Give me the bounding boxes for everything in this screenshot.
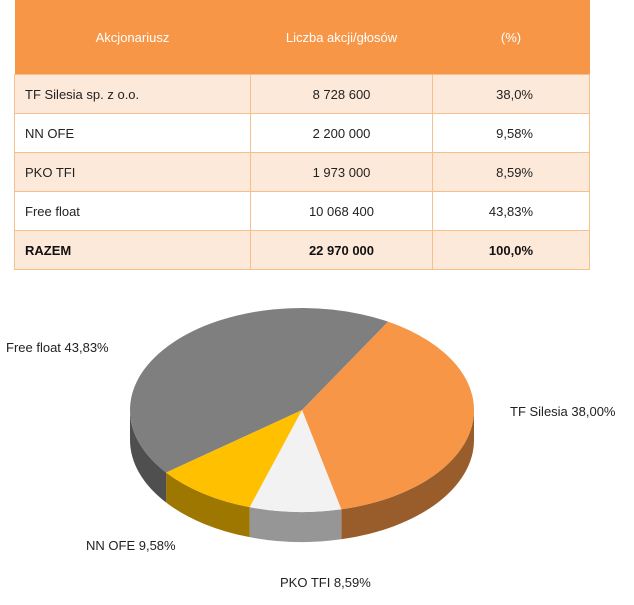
- shareholder-pie-chart: [130, 308, 475, 542]
- table-row: TF Silesia sp. z o.o. 8 728 600 38,0%: [14, 74, 590, 114]
- cell-shares: 8 728 600: [250, 74, 433, 114]
- cell-name: Free float: [14, 191, 251, 231]
- shareholder-table: Akcjonariusz Liczba akcji/głosów (%) TF …: [14, 0, 590, 270]
- cell-percent: 38,0%: [432, 74, 590, 114]
- cell-name: TF Silesia sp. z o.o.: [14, 74, 251, 114]
- pie-slice: [130, 308, 389, 473]
- cell-percent: 43,83%: [432, 191, 590, 231]
- header-shares: Liczba akcji/głosów: [250, 0, 433, 75]
- cell-total-percent: 100,0%: [432, 230, 590, 270]
- cell-percent: 9,58%: [432, 113, 590, 153]
- pie-slice-side: [341, 410, 475, 540]
- cell-shares: 1 973 000: [250, 152, 433, 192]
- slice-label-tf-silesia: TF Silesia 38,00%: [510, 404, 616, 419]
- cell-shares: 2 200 000: [250, 113, 433, 153]
- cell-name: PKO TFI: [14, 152, 251, 192]
- table-header-row: Akcjonariusz Liczba akcji/głosów (%): [14, 0, 590, 75]
- pie-slice: [302, 321, 475, 510]
- cell-total-shares: 22 970 000: [250, 230, 433, 270]
- shareholder-table-container: Akcjonariusz Liczba akcji/głosów (%) TF …: [14, 0, 590, 270]
- table-row: Free float 10 068 400 43,83%: [14, 191, 590, 231]
- pie-slice-side: [130, 410, 167, 503]
- cell-total-name: RAZEM: [14, 230, 251, 270]
- cell-percent: 8,59%: [432, 152, 590, 192]
- header-percent: (%): [432, 0, 590, 75]
- slice-label-nn-ofe: NN OFE 9,58%: [86, 538, 176, 553]
- pie-slice-side: [166, 472, 250, 538]
- cell-shares: 10 068 400: [250, 191, 433, 231]
- pie-slice-side: [249, 507, 342, 542]
- pie-slice: [166, 410, 302, 508]
- slice-label-pko-tfi: PKO TFI 8,59%: [280, 575, 371, 590]
- table-row: PKO TFI 1 973 000 8,59%: [14, 152, 590, 192]
- cell-name: NN OFE: [14, 113, 251, 153]
- table-row: NN OFE 2 200 000 9,58%: [14, 113, 590, 153]
- slice-label-free-float: Free float 43,83%: [6, 340, 109, 355]
- pie-slice: [249, 410, 342, 512]
- header-shareholder: Akcjonariusz: [14, 0, 251, 75]
- table-total-row: RAZEM 22 970 000 100,0%: [14, 230, 590, 270]
